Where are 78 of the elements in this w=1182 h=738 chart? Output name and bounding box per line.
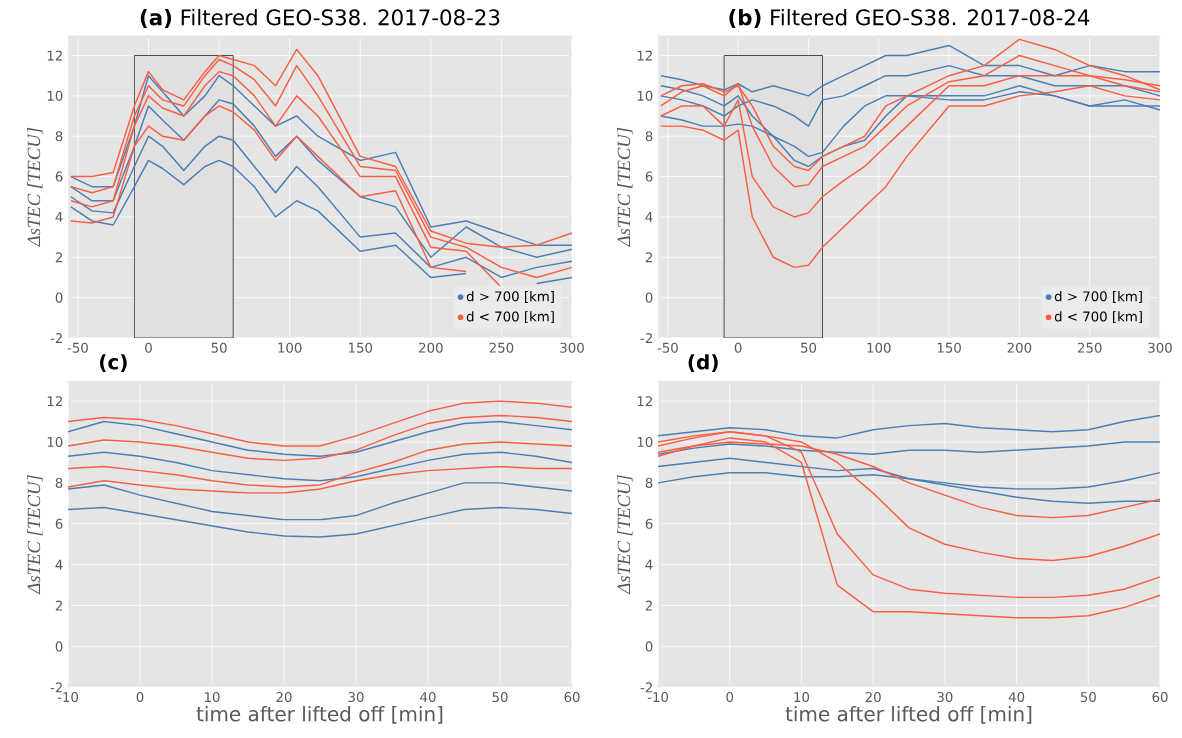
y-tick-label: -2 <box>50 333 62 343</box>
legend-label: d < 700 [km] <box>466 311 554 324</box>
y-tick-label: -2 <box>50 682 62 693</box>
y-tick-label: 0 <box>645 641 653 652</box>
x-tick-label: -10 <box>647 692 669 703</box>
x-tick-label: 10 <box>794 692 810 703</box>
y-axis-title: ΔsTEC [TECU] <box>27 127 43 247</box>
x-tick-label: 150 <box>937 342 961 353</box>
y-tick-label: 12 <box>637 50 652 61</box>
y-tick-label: -2 <box>640 682 652 693</box>
x-tick-label: 0 <box>734 342 742 353</box>
x-tick-label: 30 <box>348 692 364 703</box>
y-tick-label: 4 <box>55 559 63 570</box>
x-tick-label: 250 <box>1077 342 1102 353</box>
x-tick-label: 20 <box>276 692 292 703</box>
y-tick-label: -2 <box>640 333 652 343</box>
x-tick-label: 50 <box>211 342 227 353</box>
y-tick-label: 10 <box>47 90 63 101</box>
chart-title: (c) <box>100 354 127 372</box>
y-tick-label: 6 <box>55 171 63 182</box>
legend-label: d > 700 [km] <box>1054 291 1142 303</box>
x-tick-label: 40 <box>420 692 436 703</box>
x-tick-label: -50 <box>657 342 678 353</box>
x-tick-label: 100 <box>867 342 891 353</box>
x-tick-label: 0 <box>136 692 144 703</box>
x-tick-label: 60 <box>1152 692 1168 703</box>
y-tick-label: 0 <box>55 641 63 652</box>
y-tick-label: 2 <box>645 252 652 263</box>
x-tick-label: 250 <box>489 342 514 353</box>
y-tick-label: 0 <box>55 292 63 303</box>
y-tick-label: 12 <box>47 396 62 407</box>
y-axis-title: ΔsTEC [TECU] <box>617 475 633 595</box>
y-tick-label: 6 <box>645 171 653 182</box>
x-tick-label: 0 <box>726 692 734 703</box>
x-tick-label: 0 <box>145 342 152 353</box>
y-tick-label: 2 <box>55 600 62 611</box>
x-tick-label: 50 <box>492 692 508 703</box>
y-axis-title: ΔsTEC [TECU] <box>617 127 633 247</box>
x-tick-label: -50 <box>67 342 88 353</box>
x-tick-label: 30 <box>937 692 953 703</box>
x-tick-label: 200 <box>1007 342 1032 353</box>
y-tick-label: 4 <box>645 559 653 570</box>
y-tick-label: 8 <box>645 131 653 142</box>
y-tick-label: 2 <box>645 600 652 611</box>
chart-title: (a) Filtered GEO-S38. 2017-08-23 <box>140 8 500 28</box>
x-tick-label: 300 <box>560 342 584 353</box>
y-tick-label: 4 <box>55 212 63 222</box>
legend-label: d > 700 [km] <box>466 291 554 303</box>
x-tick-label: 10 <box>204 692 220 703</box>
x-axis-title: time after lifted off [min] <box>785 705 1032 724</box>
x-tick-label: -10 <box>57 692 79 703</box>
x-tick-label: 300 <box>1148 342 1172 353</box>
x-tick-label: 150 <box>348 342 373 353</box>
y-tick-label: 10 <box>47 436 63 448</box>
y-tick-label: 8 <box>645 477 653 488</box>
y-tick-label: 10 <box>637 436 653 448</box>
y-tick-label: 2 <box>55 252 62 263</box>
x-tick-label: 50 <box>1080 692 1096 703</box>
y-tick-label: 10 <box>637 90 653 101</box>
y-tick-label: 8 <box>55 477 63 488</box>
x-tick-label: 60 <box>564 692 580 703</box>
x-tick-label: 20 <box>865 692 881 703</box>
legend-label: d < 700 [km] <box>1054 311 1142 324</box>
y-tick-label: 12 <box>47 50 62 61</box>
chart-title: (d) <box>688 354 718 372</box>
x-tick-label: 100 <box>278 342 302 353</box>
y-tick-label: 0 <box>645 292 653 303</box>
chart-title: (b) Filtered GEO-S38. 2017-08-24 <box>729 8 1090 28</box>
x-tick-label: 50 <box>801 342 817 353</box>
x-tick-label: 40 <box>1008 692 1025 703</box>
y-tick-label: 6 <box>55 518 63 529</box>
y-axis-title: ΔsTEC [TECU] <box>27 475 43 595</box>
y-tick-label: 12 <box>637 396 652 407</box>
x-axis-title: time after lifted off [min] <box>196 705 443 724</box>
y-tick-label: 8 <box>55 131 63 142</box>
y-tick-label: 6 <box>645 518 653 529</box>
x-tick-label: 200 <box>419 342 443 353</box>
y-tick-label: 4 <box>645 212 653 222</box>
